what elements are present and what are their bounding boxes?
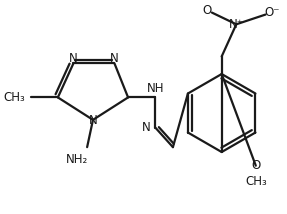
Text: N: N [89, 114, 97, 127]
Text: N⁺: N⁺ [229, 18, 244, 31]
Text: NH₂: NH₂ [66, 153, 88, 166]
Text: N: N [110, 52, 119, 65]
Text: O⁻: O⁻ [265, 6, 280, 19]
Text: O: O [251, 159, 260, 172]
Text: CH₃: CH₃ [3, 91, 25, 104]
Text: CH₃: CH₃ [245, 175, 267, 188]
Text: NH: NH [147, 82, 164, 95]
Text: N: N [142, 121, 151, 134]
Text: O: O [202, 4, 212, 17]
Text: N: N [69, 52, 78, 65]
